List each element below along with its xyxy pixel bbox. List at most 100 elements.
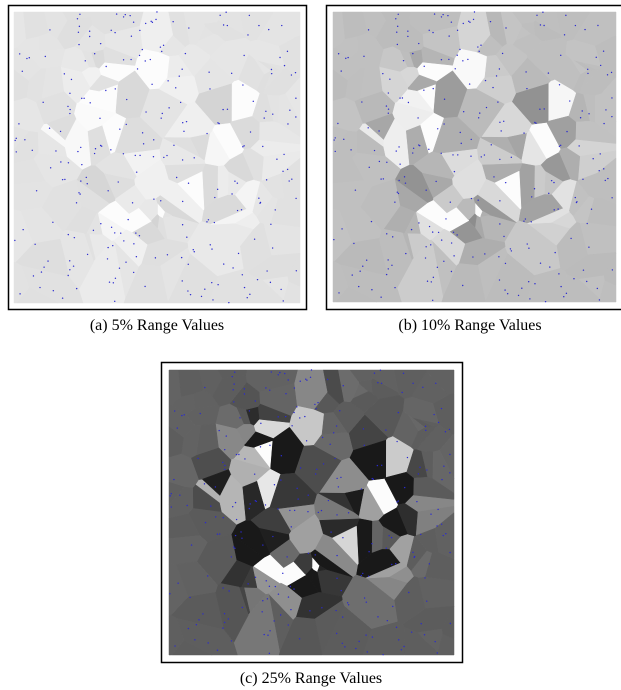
sample-dot: [279, 372, 280, 373]
sample-dot: [386, 105, 387, 106]
sample-dot: [386, 162, 387, 163]
sample-dot: [450, 623, 451, 624]
sample-dot: [300, 467, 301, 468]
sample-dot: [297, 498, 298, 499]
sample-dot: [471, 139, 472, 140]
sample-dot: [398, 180, 399, 181]
sample-dot: [338, 486, 339, 487]
sample-dot: [335, 151, 336, 152]
sample-dot: [560, 145, 561, 146]
sample-dot: [612, 269, 613, 270]
sample-dot: [308, 495, 309, 496]
sample-dot: [424, 66, 425, 67]
sample-dot: [398, 14, 399, 15]
sample-dot: [194, 639, 195, 640]
sample-dot: [212, 299, 213, 300]
sample-dot: [231, 73, 232, 74]
sample-dot: [484, 154, 485, 155]
sample-dot: [407, 36, 408, 37]
sample-dot: [451, 21, 452, 22]
sample-dot: [115, 88, 116, 89]
sample-dot: [419, 467, 420, 468]
sample-dot: [193, 249, 194, 250]
sample-dot: [570, 238, 571, 239]
sample-dot: [451, 242, 452, 243]
sample-dot: [187, 505, 188, 506]
sample-dot: [247, 297, 248, 298]
sample-dot: [238, 253, 239, 254]
sample-dot: [299, 417, 300, 418]
sample-dot: [227, 25, 228, 26]
sample-dot: [243, 145, 244, 146]
sample-dot: [32, 150, 33, 151]
sample-dot: [76, 202, 77, 203]
sample-dot: [441, 523, 442, 524]
sample-dot: [434, 13, 435, 14]
sample-dot: [341, 590, 342, 591]
sample-dot: [611, 72, 612, 73]
sample-dot: [53, 290, 54, 291]
sample-dot: [391, 564, 392, 565]
sample-dot: [405, 182, 406, 183]
sample-dot: [234, 181, 235, 182]
sample-dot: [437, 509, 438, 510]
sample-dot: [364, 597, 365, 598]
sample-dot: [600, 65, 601, 66]
sample-dot: [269, 586, 270, 587]
sample-dot: [291, 178, 292, 179]
sample-dot: [271, 371, 272, 372]
sample-dot: [456, 234, 457, 235]
sample-dot: [394, 201, 395, 202]
sample-dot: [396, 150, 397, 151]
sample-dot: [272, 247, 273, 248]
sample-dot: [396, 32, 397, 33]
sample-dot: [186, 121, 187, 122]
sample-dot: [100, 43, 101, 44]
sample-dot: [471, 198, 472, 199]
sample-dot: [83, 98, 84, 99]
sample-dot: [587, 69, 588, 70]
sample-dot: [68, 162, 69, 163]
sample-dot: [424, 577, 425, 578]
sample-dot: [558, 273, 559, 274]
sample-dot: [254, 473, 255, 474]
sample-dot: [126, 99, 127, 100]
sample-dot: [363, 428, 364, 429]
sample-dot: [379, 161, 380, 162]
sample-dot: [285, 416, 286, 417]
caption: (c) 25% Range Values: [240, 670, 382, 687]
sample-dot: [262, 146, 263, 147]
sample-dot: [182, 159, 183, 160]
sample-dot: [340, 477, 341, 478]
sample-dot: [306, 379, 307, 380]
sample-dot: [143, 143, 144, 144]
sample-dot: [587, 73, 588, 74]
sample-dot: [125, 14, 126, 15]
sample-dot: [433, 88, 434, 89]
sample-dot: [377, 382, 378, 383]
sample-dot: [236, 519, 237, 520]
sample-dot: [429, 226, 430, 227]
sample-dot: [94, 53, 95, 54]
sample-dot: [367, 651, 368, 652]
sample-dot: [398, 412, 399, 413]
sample-dot: [448, 35, 449, 36]
sample-dot: [241, 538, 242, 539]
sample-dot: [445, 218, 446, 219]
sample-dot: [335, 610, 336, 611]
sample-dot: [241, 209, 242, 210]
sample-dot: [381, 383, 382, 384]
sample-dot: [76, 288, 77, 289]
sample-dot: [566, 293, 567, 294]
sample-dot: [179, 494, 180, 495]
sample-dot: [287, 169, 288, 170]
sample-dot: [448, 59, 449, 60]
sample-dot: [89, 31, 90, 32]
sample-dot: [491, 144, 492, 145]
sample-dot: [437, 652, 438, 653]
sample-dot: [214, 197, 215, 198]
sample-dot: [275, 586, 276, 587]
sample-dot: [114, 301, 115, 302]
sample-dot: [505, 263, 506, 264]
sample-dot: [361, 488, 362, 489]
